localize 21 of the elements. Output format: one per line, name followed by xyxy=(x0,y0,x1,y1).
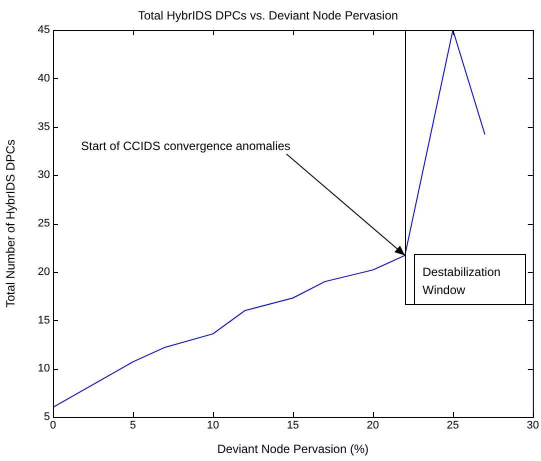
y-tick-label: 40 xyxy=(38,72,50,84)
x-tick-label: 0 xyxy=(50,420,56,432)
y-tick-label: 15 xyxy=(38,314,50,326)
y-tick-label: 5 xyxy=(44,411,50,424)
chart-title: Total HybrIDS DPCs vs. Deviant Node Pervasion xyxy=(138,8,398,23)
x-axis-title: Deviant Node Pervasion (%) xyxy=(217,442,369,456)
x-tick-label: 10 xyxy=(206,420,220,432)
annotation: Start of CCIDS convergence anomalies xyxy=(81,139,290,153)
y-tick-label: 10 xyxy=(38,362,50,375)
x-tick-label: 5 xyxy=(130,420,136,432)
y-tick-label: 30 xyxy=(38,169,50,182)
y-tick-label: 25 xyxy=(38,218,50,230)
y-tick-label: 20 xyxy=(38,266,50,278)
x-tick-label: 25 xyxy=(446,420,460,432)
x-tick-label: 15 xyxy=(286,420,300,432)
x-tick-label: 20 xyxy=(366,420,380,432)
y-tick-label: 45 xyxy=(38,24,50,36)
ref-line-label: Destabilization Window xyxy=(422,265,501,297)
x-tick-label: 30 xyxy=(526,420,540,432)
y-axis-title: Total Number of HybrIDS DPCs xyxy=(4,139,18,308)
y-tick-label: 35 xyxy=(38,120,50,133)
